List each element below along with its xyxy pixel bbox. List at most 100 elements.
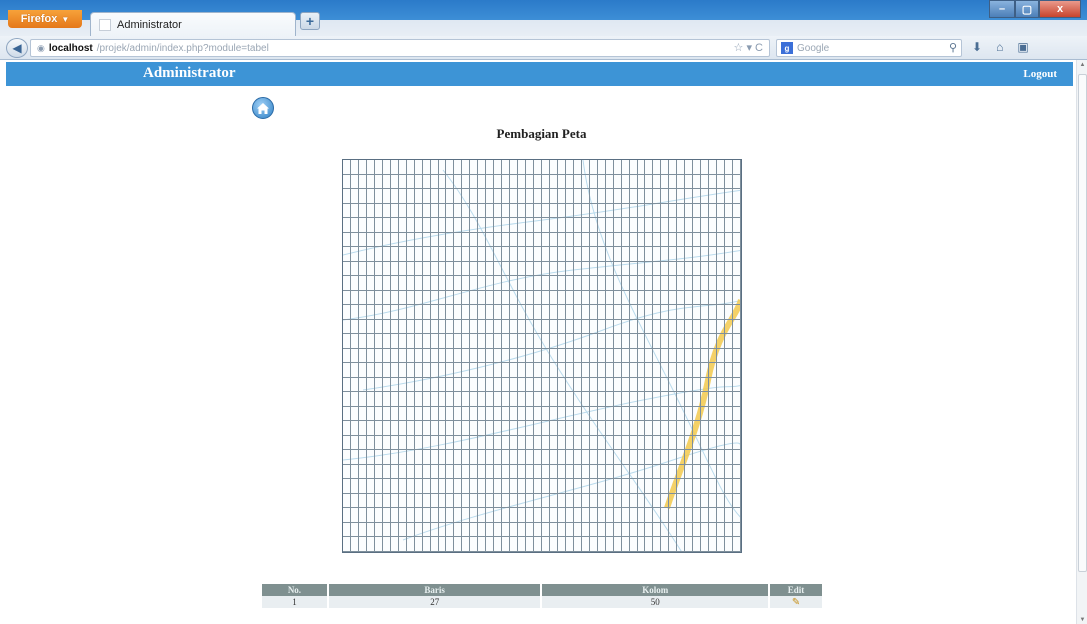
- map-grid-cell: [462, 232, 471, 248]
- map-grid-cell: [398, 261, 407, 277]
- map-grid-cell: [709, 305, 718, 320]
- map-grid-cell: [709, 406, 718, 422]
- map-grid-cell: [629, 305, 638, 320]
- map-grid-cell: [526, 305, 535, 320]
- map-grid-cell: [661, 319, 670, 335]
- map-grid-cell: [597, 363, 606, 378]
- map-grid-cell: [374, 174, 383, 190]
- google-engine-icon[interactable]: g: [781, 42, 793, 54]
- map-grid-cell: [701, 305, 710, 320]
- map-grid-cell: [613, 522, 622, 538]
- map-grid-cell: [573, 348, 582, 364]
- map-grid-cell: [629, 522, 638, 538]
- scroll-down-arrow-icon[interactable]: ▼: [1079, 616, 1086, 623]
- map-grid-cell: [343, 522, 351, 538]
- map-grid-cell: [422, 522, 431, 538]
- map-grid-cell: [470, 537, 479, 552]
- edit-icon[interactable]: ✎: [791, 596, 801, 608]
- map-grid-cell: [478, 203, 487, 219]
- search-icon[interactable]: ⚲: [948, 42, 957, 54]
- map-grid-cell: [350, 334, 359, 349]
- maximize-button[interactable]: ▢: [1015, 0, 1039, 18]
- map-grid-cell: [382, 464, 391, 480]
- map-grid-cell: [518, 377, 527, 393]
- map-grid-cell: [510, 537, 519, 552]
- map-grid-cell: [470, 421, 479, 436]
- map-grid-cell: [685, 392, 694, 407]
- map-grid-cell: [454, 464, 463, 480]
- map-grid-cell: [677, 203, 686, 219]
- map-grid-cell: [573, 247, 582, 262]
- map-grid-cell: [613, 305, 622, 320]
- map-grid-cell: [589, 479, 598, 494]
- map-grid-cell: [565, 435, 574, 451]
- map-grid-cell: [366, 464, 375, 480]
- map-grid-cell: [581, 348, 590, 364]
- map-grid-cell: [398, 392, 407, 407]
- logout-link[interactable]: Logout: [1023, 68, 1057, 80]
- map-grid-cell: [486, 435, 495, 451]
- map-grid-cell: [573, 276, 582, 291]
- map-grid-cell: [557, 522, 566, 538]
- map-grid-cell: [438, 406, 447, 422]
- map-grid-cell: [374, 348, 383, 364]
- minimize-button[interactable]: –: [989, 0, 1015, 18]
- map-grid-cell: [565, 203, 574, 219]
- map-grid-cell: [637, 174, 646, 190]
- map-grid-cell: [589, 319, 598, 335]
- map-grid-cell: [701, 508, 710, 523]
- close-window-button[interactable]: x: [1039, 0, 1081, 18]
- search-bar[interactable]: g Google ⚲: [776, 39, 962, 57]
- downloads-icon[interactable]: ⬇: [972, 40, 983, 54]
- map-grid-cell: [470, 203, 479, 219]
- map-grid-cell: [486, 508, 495, 523]
- map-grid-cell: [390, 493, 399, 509]
- map-grid-cell: [557, 464, 566, 480]
- map-grid-cell: [669, 363, 678, 378]
- map-grid-cell: [597, 203, 606, 219]
- map-grid-cell: [725, 174, 734, 190]
- map-grid-cell: [589, 493, 598, 509]
- map-grid-cell: [733, 334, 741, 349]
- map-grid-cell: [661, 363, 670, 378]
- map-grid-cell: [343, 508, 351, 523]
- home-page-icon[interactable]: ⌂: [996, 40, 1004, 54]
- map-grid-cell: [549, 464, 558, 480]
- map-grid-cell: [526, 334, 535, 349]
- reload-icon[interactable]: ☆ ▾ C: [733, 42, 763, 54]
- map-grid-cell: [542, 493, 550, 509]
- map-grid-cell: [637, 305, 646, 320]
- map-grid-cell: [422, 406, 431, 422]
- map-grid-cell: [653, 435, 662, 451]
- map-grid-cell: [526, 406, 535, 422]
- map-grid-cell: [462, 421, 471, 436]
- map-grid-cell: [605, 305, 614, 320]
- map-grid-cell: [653, 479, 662, 494]
- map-grid-cell: [414, 537, 423, 552]
- map-grid-cell: [629, 232, 638, 248]
- map-grid-cell: [366, 435, 375, 451]
- scroll-up-arrow-icon[interactable]: ▲: [1079, 61, 1086, 68]
- map-grid-cell: [661, 334, 670, 349]
- tab-administrator[interactable]: Administrator: [90, 12, 296, 36]
- back-button[interactable]: ◀: [6, 38, 28, 58]
- map-grid-cell: [669, 348, 678, 364]
- vertical-scrollbar[interactable]: ▲ ▼: [1076, 60, 1087, 624]
- map-grid-cell: [382, 160, 391, 175]
- home-icon[interactable]: [252, 97, 274, 119]
- address-bar[interactable]: ◉ localhost /projek/admin/index.php?modu…: [30, 39, 770, 57]
- map-grid-cell: [597, 261, 606, 277]
- map-grid-cell: [685, 421, 694, 436]
- firefox-menu-button[interactable]: Firefox ▼: [8, 10, 82, 28]
- map-grid-cell: [414, 406, 423, 422]
- map-grid-cell: [725, 363, 734, 378]
- new-tab-button[interactable]: +: [300, 12, 320, 30]
- map-grid-cell: [382, 189, 391, 204]
- bookmarks-menu-icon[interactable]: ▣: [1017, 40, 1029, 54]
- map-grid-cell: [701, 377, 710, 393]
- map-grid-cell: [494, 450, 503, 465]
- map-grid-cell: [518, 160, 527, 175]
- map-grid-cell: [366, 203, 375, 219]
- scroll-thumb[interactable]: [1078, 74, 1087, 572]
- map-grid-cell: [685, 203, 694, 219]
